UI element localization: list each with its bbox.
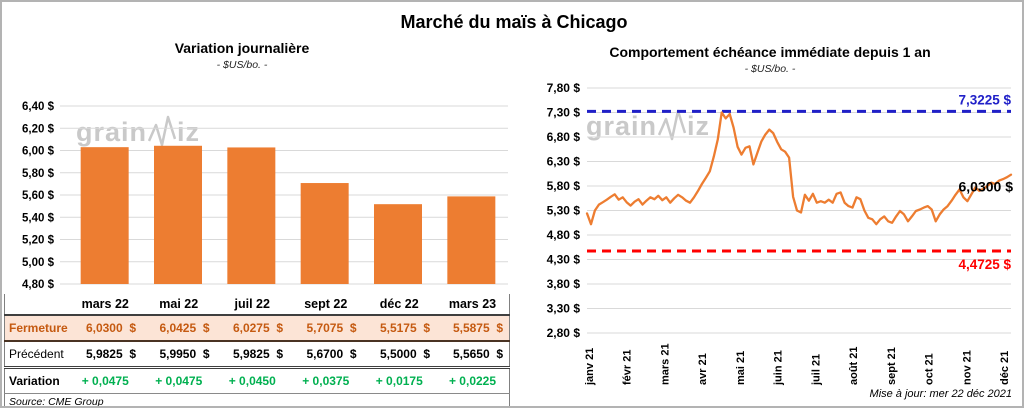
- table-cell: + 0,0450: [215, 367, 289, 394]
- month-label: nov 21: [961, 350, 973, 385]
- month-label: janv 21: [584, 348, 596, 386]
- month-label: mai 21: [735, 351, 747, 385]
- table-column-header: sept 22: [304, 297, 348, 311]
- watermark-text: grain: [586, 110, 658, 141]
- month-label: févr 21: [622, 350, 634, 385]
- table-column-header: mars 23: [448, 297, 497, 311]
- y-tick-label: 6,40 $: [22, 101, 55, 113]
- bar: [374, 204, 422, 284]
- line-chart-subtitle: - $US/bo. -: [744, 63, 796, 75]
- month-label: déc 21: [999, 351, 1011, 385]
- row-label: Fermeture: [4, 314, 69, 342]
- table-cell: 5,5000 $: [362, 341, 436, 369]
- table-row: Fermeture 6,0300 $6,0425 $6,0275 $5,7075 …: [4, 314, 510, 342]
- bar: [80, 147, 129, 284]
- table-header-row: mars 22 mai 22 juil 22 sept 22 déc 22 mars 23: [5, 294, 510, 315]
- y-tick-label: 7,80 $: [547, 82, 581, 95]
- table-cell: 5,7075 $: [289, 314, 363, 342]
- row-label: Précédent: [4, 341, 69, 369]
- table-column-header: mai 22: [159, 297, 199, 311]
- bar-chart-title: Variation journalière: [174, 40, 310, 56]
- table-column-header: juil 22: [234, 297, 270, 311]
- month-label: juin 21: [773, 350, 785, 386]
- bar-chart-subtitle: - $US/bo. -: [216, 59, 268, 71]
- table-cell: + 0,0225: [436, 367, 510, 394]
- table-cell: 5,5875 $: [436, 314, 510, 342]
- month-label: sept 21: [886, 347, 898, 385]
- table-column-header: mars 22: [81, 297, 129, 311]
- watermark-text: iz: [687, 110, 711, 141]
- bar: [300, 183, 349, 284]
- y-tick-label: 5,20 $: [22, 235, 55, 247]
- source-row: Source: CME Group: [5, 394, 510, 408]
- y-tick-label: 7,30 $: [547, 106, 581, 120]
- page-title: Marché du maïs à Chicago: [400, 12, 628, 32]
- table-cell: 5,6700 $: [289, 341, 363, 369]
- y-tick-label: 5,40 $: [22, 212, 55, 224]
- table-cell: 6,0425 $: [142, 314, 216, 342]
- table-cell: 6,0275 $: [215, 314, 289, 342]
- y-tick-label: 5,60 $: [22, 190, 55, 202]
- table-cell: 5,9825 $: [215, 341, 289, 369]
- y-tick-label: 4,80 $: [22, 279, 55, 291]
- bar: [227, 147, 276, 284]
- y-tick-label: 6,20 $: [22, 123, 55, 135]
- watermark-text: iz: [177, 116, 201, 147]
- bar: [154, 145, 202, 284]
- row-label: Variation: [4, 367, 69, 394]
- table-cell: + 0,0175: [362, 367, 436, 394]
- table-cell: + 0,0475: [68, 367, 142, 394]
- y-tick-label: 2,80 $: [547, 326, 581, 340]
- table-cell: 5,9950 $: [142, 341, 216, 369]
- y-tick-label: 4,30 $: [547, 253, 581, 267]
- month-label: juil 21: [810, 354, 822, 386]
- y-tick-label: 5,30 $: [547, 204, 581, 218]
- table-column-header: déc 22: [379, 297, 419, 311]
- updated-timestamp: Mise à jour: mer 22 déc 2021: [869, 388, 1012, 400]
- month-label: août 21: [848, 346, 860, 385]
- table-row: Précédent 5,9825 $5,9950 $5,9825 $5,6700 …: [4, 341, 510, 369]
- y-tick-label: 4,80 $: [547, 228, 581, 242]
- month-label: mars 21: [659, 343, 671, 385]
- bar: [447, 196, 496, 284]
- y-tick-label: 5,80 $: [547, 179, 581, 193]
- y-tick-label: 3,30 $: [547, 302, 581, 316]
- table-cell: + 0,0375: [289, 367, 363, 394]
- table-cell: 5,5175 $: [362, 314, 436, 342]
- watermark-zigzag-icon: [658, 109, 687, 141]
- y-tick-label: 6,00 $: [22, 146, 55, 158]
- month-label: oct 21: [924, 353, 936, 385]
- y-tick-label: 6,80 $: [547, 130, 581, 144]
- y-tick-label: 5,00 $: [22, 257, 55, 269]
- table-corner: [5, 294, 69, 315]
- table-cell: + 0,0475: [142, 367, 216, 394]
- grainwiz-watermark: grain iz: [76, 115, 200, 149]
- table-cell: 5,5650 $: [436, 341, 510, 369]
- table-cell: 5,9825 $: [68, 341, 142, 369]
- futures-table: mars 22 mai 22 juil 22 sept 22 déc 22 mars 23…: [4, 294, 510, 408]
- table-cell: 6,0300 $: [68, 314, 142, 342]
- month-label: avr 21: [697, 353, 709, 385]
- watermark-zigzag-icon: [148, 115, 177, 147]
- watermark-text: grain: [76, 116, 148, 147]
- table-row: Variation + 0,0475 + 0,0475 + 0,0450 + 0,037…: [4, 367, 510, 394]
- price-line: [585, 111, 1013, 226]
- bar-chart: 6,40 $ 6,20 $ 6,00 $ 5,80 $ 5,60 $ 5,40 $ 5,20…: [22, 101, 508, 291]
- grainwiz-watermark: grain iz: [586, 109, 710, 143]
- high-threshold-label: 7,3225 $: [958, 92, 1011, 107]
- y-tick-label: 3,80 $: [547, 277, 581, 291]
- y-tick-label: 5,80 $: [22, 168, 55, 180]
- last-price-label: 6,0300 $: [959, 179, 1014, 195]
- line-chart: 7,80 $ 7,30 $ 6,80 $ 6,30 $ 5,80 $ 5,30 $ 4,80…: [547, 82, 1014, 386]
- y-tick-label: 6,30 $: [547, 155, 581, 169]
- line-chart-title: Comportement échéance immédiate depuis 1…: [609, 44, 931, 60]
- low-threshold-label: 4,4725 $: [958, 257, 1011, 272]
- source-text: Source: CME Group: [9, 395, 104, 408]
